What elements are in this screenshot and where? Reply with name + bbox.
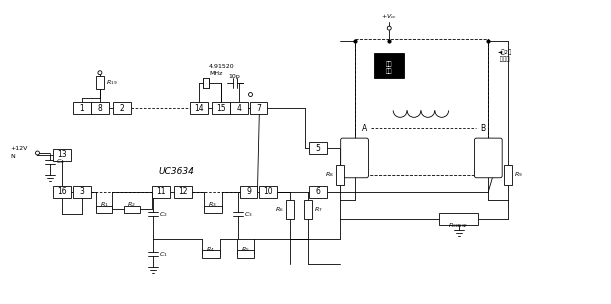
Text: +12V: +12V bbox=[11, 146, 28, 150]
FancyBboxPatch shape bbox=[504, 165, 512, 185]
FancyBboxPatch shape bbox=[152, 186, 170, 198]
FancyBboxPatch shape bbox=[375, 54, 404, 78]
Text: 14: 14 bbox=[194, 104, 204, 113]
Text: 2: 2 bbox=[119, 104, 124, 113]
Text: 4: 4 bbox=[236, 104, 241, 113]
FancyBboxPatch shape bbox=[96, 206, 112, 213]
Text: 7: 7 bbox=[256, 104, 261, 113]
Text: $R_{SENSE}$: $R_{SENSE}$ bbox=[448, 221, 469, 230]
FancyBboxPatch shape bbox=[174, 186, 192, 198]
Text: $R_6$: $R_6$ bbox=[276, 205, 284, 214]
FancyBboxPatch shape bbox=[240, 186, 257, 198]
Text: $C_2$: $C_2$ bbox=[159, 210, 168, 219]
Circle shape bbox=[35, 151, 40, 155]
Text: $C_3$: $C_3$ bbox=[244, 210, 252, 219]
FancyBboxPatch shape bbox=[123, 206, 139, 213]
FancyBboxPatch shape bbox=[286, 199, 294, 219]
Text: $R_2$: $R_2$ bbox=[127, 200, 136, 209]
FancyBboxPatch shape bbox=[73, 102, 91, 114]
Text: MHz: MHz bbox=[209, 71, 222, 76]
Text: 5: 5 bbox=[315, 143, 320, 153]
Text: 12: 12 bbox=[178, 187, 188, 196]
FancyBboxPatch shape bbox=[304, 199, 312, 219]
FancyBboxPatch shape bbox=[260, 186, 277, 198]
Text: $C_4$: $C_4$ bbox=[56, 157, 65, 166]
FancyBboxPatch shape bbox=[202, 250, 220, 258]
Text: 15: 15 bbox=[216, 104, 225, 113]
Text: 10: 10 bbox=[263, 187, 273, 196]
Text: 1: 1 bbox=[79, 104, 84, 113]
Text: $R_9$: $R_9$ bbox=[514, 170, 523, 179]
Text: 16: 16 bbox=[57, 187, 67, 196]
Text: ◄单2相
 电动机: ◄单2相 电动机 bbox=[498, 50, 513, 62]
Text: 10p: 10p bbox=[229, 74, 241, 79]
Text: UC3634: UC3634 bbox=[158, 167, 194, 176]
Text: $R_3$: $R_3$ bbox=[208, 200, 218, 209]
Text: 9: 9 bbox=[246, 187, 251, 196]
Text: 11: 11 bbox=[156, 187, 166, 196]
FancyBboxPatch shape bbox=[236, 250, 254, 258]
Circle shape bbox=[387, 26, 391, 30]
FancyBboxPatch shape bbox=[309, 186, 327, 198]
Text: 8: 8 bbox=[98, 104, 102, 113]
FancyBboxPatch shape bbox=[309, 142, 327, 154]
FancyBboxPatch shape bbox=[203, 78, 209, 88]
Text: B: B bbox=[480, 124, 485, 133]
FancyBboxPatch shape bbox=[53, 149, 71, 161]
Text: $R_4$: $R_4$ bbox=[207, 245, 215, 254]
Text: N: N bbox=[11, 154, 15, 160]
Text: 13: 13 bbox=[57, 150, 67, 160]
FancyBboxPatch shape bbox=[113, 102, 131, 114]
Circle shape bbox=[98, 71, 102, 75]
FancyBboxPatch shape bbox=[249, 102, 268, 114]
Text: 4.91520: 4.91520 bbox=[209, 64, 235, 69]
FancyBboxPatch shape bbox=[335, 165, 343, 185]
FancyBboxPatch shape bbox=[190, 102, 208, 114]
Text: $R_1$: $R_1$ bbox=[100, 200, 108, 209]
Text: 6: 6 bbox=[315, 187, 320, 196]
Text: A: A bbox=[362, 124, 367, 133]
FancyBboxPatch shape bbox=[212, 102, 230, 114]
Text: $+V_{cc}$: $+V_{cc}$ bbox=[381, 12, 397, 21]
Text: 传导: 传导 bbox=[386, 68, 392, 74]
FancyBboxPatch shape bbox=[439, 213, 478, 225]
FancyBboxPatch shape bbox=[73, 186, 91, 198]
FancyBboxPatch shape bbox=[96, 76, 104, 89]
FancyBboxPatch shape bbox=[354, 39, 488, 175]
Text: $C_1$: $C_1$ bbox=[159, 250, 168, 258]
Circle shape bbox=[249, 92, 252, 96]
Text: 3: 3 bbox=[79, 187, 84, 196]
Text: $R_5$: $R_5$ bbox=[241, 245, 250, 254]
FancyBboxPatch shape bbox=[204, 206, 222, 213]
Text: $R_8$: $R_8$ bbox=[325, 170, 334, 179]
Text: 霍尔: 霍尔 bbox=[386, 61, 392, 67]
Text: $R_{19}$: $R_{19}$ bbox=[106, 78, 117, 87]
FancyBboxPatch shape bbox=[53, 186, 71, 198]
FancyBboxPatch shape bbox=[341, 138, 368, 178]
FancyBboxPatch shape bbox=[230, 102, 247, 114]
FancyBboxPatch shape bbox=[475, 138, 502, 178]
FancyBboxPatch shape bbox=[91, 102, 109, 114]
Text: $R_7$: $R_7$ bbox=[314, 205, 323, 214]
